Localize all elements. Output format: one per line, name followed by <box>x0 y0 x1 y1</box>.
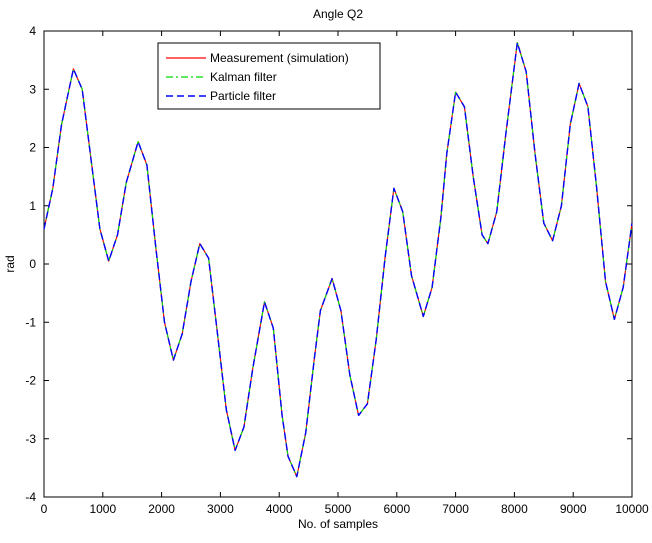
y-tick-label: 4 <box>29 24 36 38</box>
y-tick-label: -4 <box>25 490 36 504</box>
x-tick-label: 5000 <box>325 502 352 516</box>
y-tick-label: 2 <box>29 141 36 155</box>
x-tick-label: 6000 <box>383 502 410 516</box>
y-tick-label: -2 <box>25 374 36 388</box>
x-tick-label: 8000 <box>501 502 528 516</box>
y-tick-label: 1 <box>29 199 36 213</box>
x-tick-label: 4000 <box>266 502 293 516</box>
x-tick-label: 3000 <box>207 502 234 516</box>
x-tick-label: 7000 <box>442 502 469 516</box>
legend-label-2: Kalman filter <box>210 70 277 84</box>
x-tick-label: 10000 <box>615 502 649 516</box>
legend: Measurement (simulation) Kalman filter Par… <box>157 42 381 110</box>
x-axis-label: No. of samples <box>298 517 378 531</box>
y-tick-label: 0 <box>29 257 36 271</box>
series-line-3 <box>43 42 633 478</box>
y-tick-label: -3 <box>25 432 36 446</box>
x-tick-label: 1000 <box>89 502 116 516</box>
y-tick-label: 3 <box>29 82 36 96</box>
chart-title: Angle Q2 <box>313 7 363 21</box>
x-tick-label: 0 <box>41 502 48 516</box>
y-axis-label: rad <box>3 255 17 272</box>
legend-label-3: Particle filter <box>210 89 276 103</box>
legend-label-1: Measurement (simulation) <box>210 51 349 65</box>
x-tick-label: 9000 <box>560 502 587 516</box>
y-tick-label: -1 <box>25 315 36 329</box>
legend-box <box>157 42 381 110</box>
x-tick-label: 2000 <box>148 502 175 516</box>
